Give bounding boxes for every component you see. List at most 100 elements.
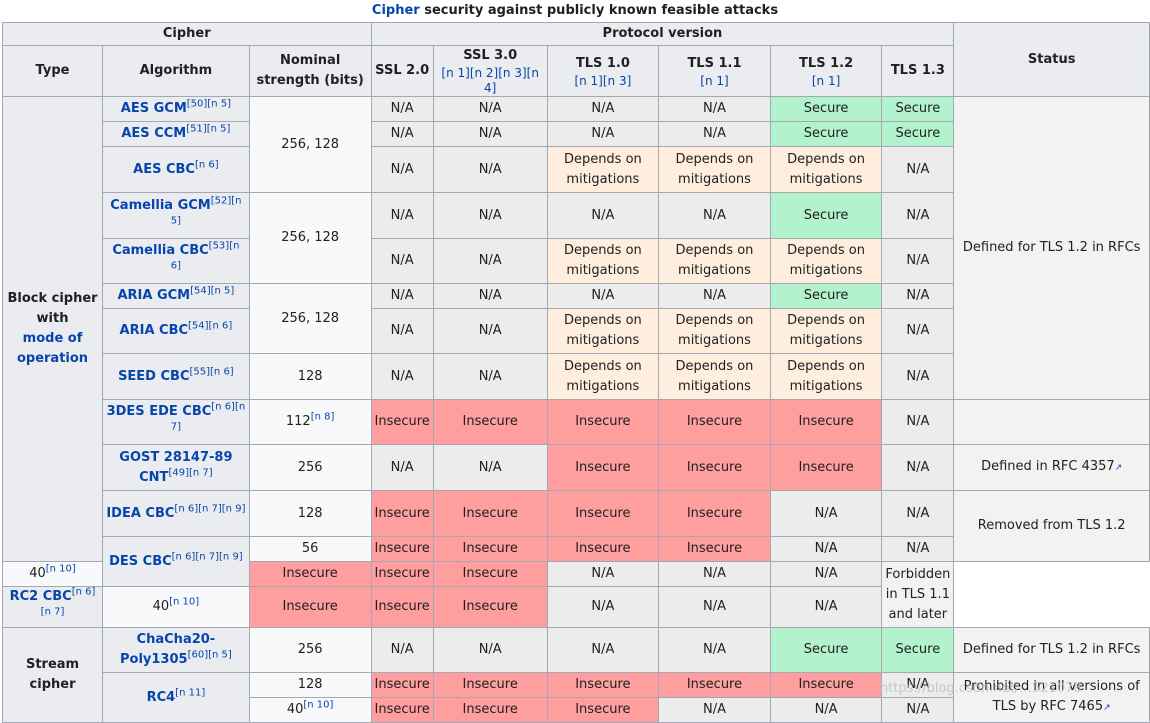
strength-cell: 40[n 10]	[102, 586, 250, 628]
value-cell: Insecure	[658, 444, 771, 491]
header-row-2: Type Algorithm Nominal strength (bits) S…	[1, 45, 1150, 97]
value-cell: N/A	[881, 672, 955, 698]
value-cell: Depends on mitigations	[769, 353, 883, 400]
status-cell: Prohibited in all versions of TLS by RFC…	[953, 672, 1150, 723]
algorithm-chacha20-poly1305[interactable]: ChaCha20-Poly1305[60][n 5]	[102, 627, 250, 673]
value-cell: Insecure	[769, 399, 883, 445]
strength-cell: 256	[248, 627, 372, 673]
value-cell: N/A	[658, 586, 771, 628]
algorithm-des-cbc[interactable]: DES CBC[n 6][n 7][n 9]	[102, 536, 250, 587]
value-cell: Insecure	[370, 561, 434, 587]
value-cell: Insecure	[658, 672, 771, 698]
tls12-refs[interactable]: [n 1]	[811, 73, 841, 88]
cipher-link[interactable]: Cipher	[371, 3, 420, 18]
value-cell: N/A	[881, 146, 955, 193]
value-cell: Depends on mitigations	[546, 353, 660, 400]
value-cell: Secure	[769, 192, 883, 239]
algorithm-camellia-cbc[interactable]: Camellia CBC[53][n 6]	[102, 238, 250, 284]
ssl3-label: SSL 3.0	[463, 48, 518, 63]
tls13-header: TLS 1.3	[881, 45, 955, 97]
tls12-label: TLS 1.2	[799, 55, 854, 71]
ssl3-refs[interactable]: [n 1][n 2][n 3][n 4]	[441, 66, 539, 95]
algorithm-rc4[interactable]: RC4[n 11]	[102, 672, 250, 723]
algorithm-aes-gcm[interactable]: AES GCM[50][n 5]	[102, 96, 250, 122]
status-header: Status	[953, 22, 1150, 97]
strength-cell: 112[n 8]	[248, 399, 372, 445]
mode-of-operation-link[interactable]: mode of operation	[16, 331, 89, 366]
rfc-7465-link[interactable]: RFC 7465	[1040, 699, 1104, 714]
value-cell: Secure	[769, 627, 883, 673]
algorithm-aes-cbc[interactable]: AES CBC[n 6]	[102, 146, 250, 193]
value-cell: N/A	[881, 192, 955, 239]
value-cell: Insecure	[546, 444, 660, 491]
value-cell: N/A	[370, 353, 434, 400]
table-row: AES CBC[n 6] N/A N/A Depends on mitigatio…	[3, 146, 1150, 193]
value-cell: N/A	[658, 121, 771, 147]
algorithm-camellia-gcm[interactable]: Camellia GCM[52][n 5]	[102, 192, 250, 239]
value-cell: Insecure	[769, 672, 883, 698]
value-cell: Depends on mitigations	[658, 308, 771, 354]
value-cell: Insecure	[370, 536, 434, 562]
table-row: ARIA GCM[54][n 5] 256, 128 N/A N/A N/A N…	[3, 283, 1150, 354]
external-link-icon: ↗	[1103, 703, 1111, 713]
value-cell: N/A	[658, 561, 771, 587]
tls11-refs[interactable]: [n 1]	[700, 73, 729, 88]
value-cell: Secure	[881, 627, 955, 673]
value-cell: Insecure	[546, 536, 660, 562]
table-row: AES CCM[51][n 5] N/A N/A N/A N/A Secure …	[3, 121, 1150, 147]
tls10-header: TLS 1.0 [n 1][n 3]	[546, 45, 660, 97]
algorithm-gost[interactable]: GOST 28147-89 CNT[49][n 7]	[102, 444, 250, 491]
value-cell: N/A	[432, 192, 548, 239]
value-cell: Insecure	[432, 399, 548, 445]
type-header: Type	[1, 45, 104, 97]
value-cell: N/A	[432, 444, 548, 491]
value-cell: N/A	[546, 627, 660, 673]
value-cell: Insecure	[248, 561, 372, 587]
value-cell: Insecure	[248, 586, 372, 628]
value-cell: Insecure	[432, 586, 548, 628]
algorithm-aria-gcm[interactable]: ARIA GCM[54][n 5]	[102, 283, 250, 309]
tls11-header: TLS 1.1 [n 1]	[658, 45, 771, 97]
value-cell: N/A	[658, 192, 771, 239]
algorithm-3des-ede-cbc[interactable]: 3DES EDE CBC[n 6][n 7]	[102, 399, 250, 445]
strength-cell: 128	[248, 490, 372, 537]
value-cell: Depends on mitigations	[769, 146, 883, 193]
table-row: ARIA CBC[54][n 6] N/A N/A Depends on miti…	[3, 308, 1150, 354]
value-cell: N/A	[769, 490, 883, 537]
algorithm-aes-ccm[interactable]: AES CCM[51][n 5]	[102, 121, 250, 147]
value-cell: Insecure	[432, 697, 548, 723]
value-cell: N/A	[881, 490, 955, 537]
rfc-4357-link[interactable]: RFC 4357	[1051, 459, 1115, 474]
value-cell: N/A	[658, 96, 771, 122]
value-cell: Insecure	[546, 697, 660, 723]
block-cipher-label: Block cipher	[7, 291, 98, 306]
strength-cell: 56	[248, 536, 372, 562]
value-cell: N/A	[881, 238, 955, 284]
value-cell: N/A	[881, 444, 955, 491]
value-cell: Insecure	[546, 399, 660, 445]
value-cell: N/A	[881, 308, 955, 354]
table-row: Block cipher with mode of operation AES GC…	[1, 96, 1150, 562]
tls10-refs[interactable]: [n 1][n 3]	[574, 73, 632, 88]
value-cell: Insecure	[546, 490, 660, 537]
algorithm-seed-cbc[interactable]: SEED CBC[55][n 6]	[102, 353, 250, 400]
value-cell: Insecure	[432, 561, 548, 587]
value-cell: N/A	[881, 399, 955, 445]
external-link-icon: ↗	[1114, 463, 1123, 473]
stream-cipher-type-cell: Stream cipher	[1, 627, 104, 723]
value-cell: N/A	[546, 561, 660, 587]
algorithm-rc2-cbc[interactable]: RC2 CBC[n 6][n 7]	[1, 586, 104, 628]
table-row: 3DES EDE CBC[n 6][n 7] 112[n 8] Insecure…	[3, 399, 1150, 445]
strength-cell: 256, 128	[248, 192, 372, 284]
value-cell: Secure	[881, 121, 955, 147]
value-cell: Secure	[769, 96, 883, 122]
strength-cell: 128	[248, 672, 372, 698]
header-row-1: Cipher Protocol version Status	[2, 22, 1150, 97]
value-cell: N/A	[432, 96, 548, 122]
cipher-header: Cipher	[2, 22, 372, 46]
value-cell: N/A	[370, 238, 434, 284]
algorithm-aria-cbc[interactable]: ARIA CBC[54][n 6]	[102, 308, 250, 354]
value-cell: Insecure	[658, 536, 771, 562]
algorithm-idea-cbc[interactable]: IDEA CBC[n 6][n 7][n 9]	[102, 490, 250, 537]
ssl3-header: SSL 3.0 [n 1][n 2][n 3][n 4]	[432, 45, 548, 97]
